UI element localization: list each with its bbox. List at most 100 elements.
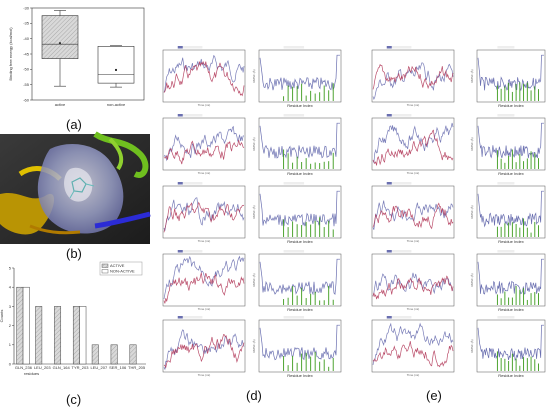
rmsd-x-label: Time (ns) (407, 373, 420, 377)
legend-swatch-blue (386, 46, 392, 49)
box-active (41, 15, 79, 59)
bar-active (91, 344, 99, 365)
rmsf-y-label: RMSF (Å) (251, 69, 256, 82)
rmsd-line-red (163, 334, 245, 369)
rmsd-title-bar (386, 46, 412, 49)
rmsf-frame (258, 319, 342, 373)
x-axis-label: residues (24, 371, 39, 376)
legend-swatch (101, 269, 109, 274)
bar-active (110, 344, 118, 365)
rmsf-x-label: Residue Index (287, 373, 313, 378)
blue-ribbon (94, 211, 151, 229)
rmsf-line (477, 54, 544, 92)
rmsf-plot: Residue Index RMSF (Å) (251, 114, 342, 176)
rmsd-line-red (372, 202, 454, 230)
rmsd-line-blue (372, 122, 454, 164)
x-tick-label: TYR_203 (72, 365, 90, 370)
legend-swatch-blue (386, 316, 392, 319)
orange-loop (29, 224, 81, 235)
rmsf-title-bar (497, 182, 515, 185)
green-helix (108, 137, 124, 171)
rmsd-line-red (372, 275, 454, 300)
rmsd-frame (371, 319, 455, 373)
rmsf-y-label: RMSF (Å) (469, 205, 474, 218)
x-category-label: active (55, 102, 66, 107)
rmsd-line-blue (372, 322, 454, 365)
bar-non-active (22, 286, 30, 365)
rmsf-frame (258, 117, 342, 171)
x-tick-label: SER_106 (109, 365, 127, 370)
y-tick-label: 0 (9, 361, 12, 366)
y-tick-label: 3 (9, 304, 12, 309)
legend-label: ACTIVE (110, 263, 125, 268)
rmsd-line-red (372, 63, 454, 90)
rmsd-plot: Time (ns) (371, 46, 455, 107)
rmsd-plot: Time (ns) (162, 114, 246, 175)
rmsf-plot: Residue Index RMSF (Å) (469, 182, 546, 244)
rmsd-line-blue (163, 125, 245, 162)
rmsd-plot: Time (ns) (162, 182, 246, 243)
rmsd-x-label: Time (ns) (198, 239, 211, 243)
y-tick-label: 4 (9, 285, 12, 290)
rmsf-title-bar (497, 46, 515, 49)
rmsf-line (259, 190, 340, 227)
bar-active (16, 286, 24, 365)
legend-swatch-blue (386, 114, 392, 117)
x-tick-label: LEU_203 (34, 365, 51, 370)
rmsf-title-bar (283, 250, 305, 253)
y-tick-label: -50 (23, 67, 30, 72)
rmsf-y-label: RMSF (Å) (251, 137, 256, 150)
rmsf-y-label: RMSF (Å) (469, 273, 474, 286)
rmsd-line-blue (163, 197, 245, 231)
panel-label-c: (c) (66, 392, 82, 407)
rmsf-plot: Residue Index RMSF (Å) (469, 114, 546, 176)
panel-label-a: (a) (66, 117, 82, 132)
rmsd-line-blue (372, 200, 454, 230)
rmsd-title-bar (177, 114, 203, 117)
rmsf-plot: Residue Index RMSF (Å) (251, 182, 342, 244)
rmsd-line-red (163, 139, 245, 165)
binding-pocket (64, 167, 93, 202)
rmsf-x-label: Residue Index (498, 307, 524, 312)
x-tick-label: GLN_236 (15, 365, 33, 370)
rmsf-frame (476, 117, 546, 171)
y-axis-label: Counts (0, 310, 4, 323)
rmsd-x-label: Time (ns) (407, 239, 420, 243)
rmsd-title-bar (177, 250, 203, 253)
rmsd-line-blue (372, 272, 454, 297)
rmsd-title-bar (386, 182, 412, 185)
legend-swatch-blue (177, 114, 183, 117)
rmsf-frame (258, 185, 342, 239)
rmsd-plot: Time (ns) (371, 182, 455, 243)
rmsd-line-red (372, 341, 454, 368)
box-plot-chart: -30 -35 -40 -45 -50 -55 -60 Binding free energy… (8, 5, 145, 107)
rmsf-frame (476, 49, 546, 103)
rmsd-x-label: Time (ns) (407, 103, 420, 107)
rmsd-line-red (372, 129, 454, 166)
x-tick-label: GLN_164 (53, 365, 71, 370)
rmsf-frame (476, 253, 546, 307)
rmsd-line-blue (372, 62, 454, 101)
rmsd-title-bar (386, 250, 412, 253)
y-tick-label: 2 (9, 323, 12, 328)
rmsd-title-bar (386, 316, 412, 319)
bar-non-active (79, 306, 87, 365)
rmsf-frame (476, 319, 546, 373)
rmsf-y-label: RMSF (Å) (251, 339, 256, 352)
rmsf-plot: Residue Index RMSF (Å) (469, 46, 546, 108)
bar-active (72, 306, 80, 365)
rmsd-plot: Time (ns) (371, 114, 455, 175)
rmsd-x-label: Time (ns) (407, 307, 420, 311)
bar-active (35, 306, 43, 365)
rmsd-frame (371, 253, 455, 307)
rmsd-plot: Time (ns) (371, 316, 455, 377)
y-tick-label: 1 (9, 342, 12, 347)
x-category-label: non-active (107, 102, 126, 107)
rmsd-frame (162, 117, 246, 171)
ligand-ring (71, 177, 87, 193)
rmsf-line (259, 324, 340, 361)
rmsf-line (259, 258, 340, 296)
y-tick-label: -40 (23, 36, 30, 41)
rmsd-line-red (163, 201, 245, 233)
y-tick-label: 5 (9, 265, 12, 270)
